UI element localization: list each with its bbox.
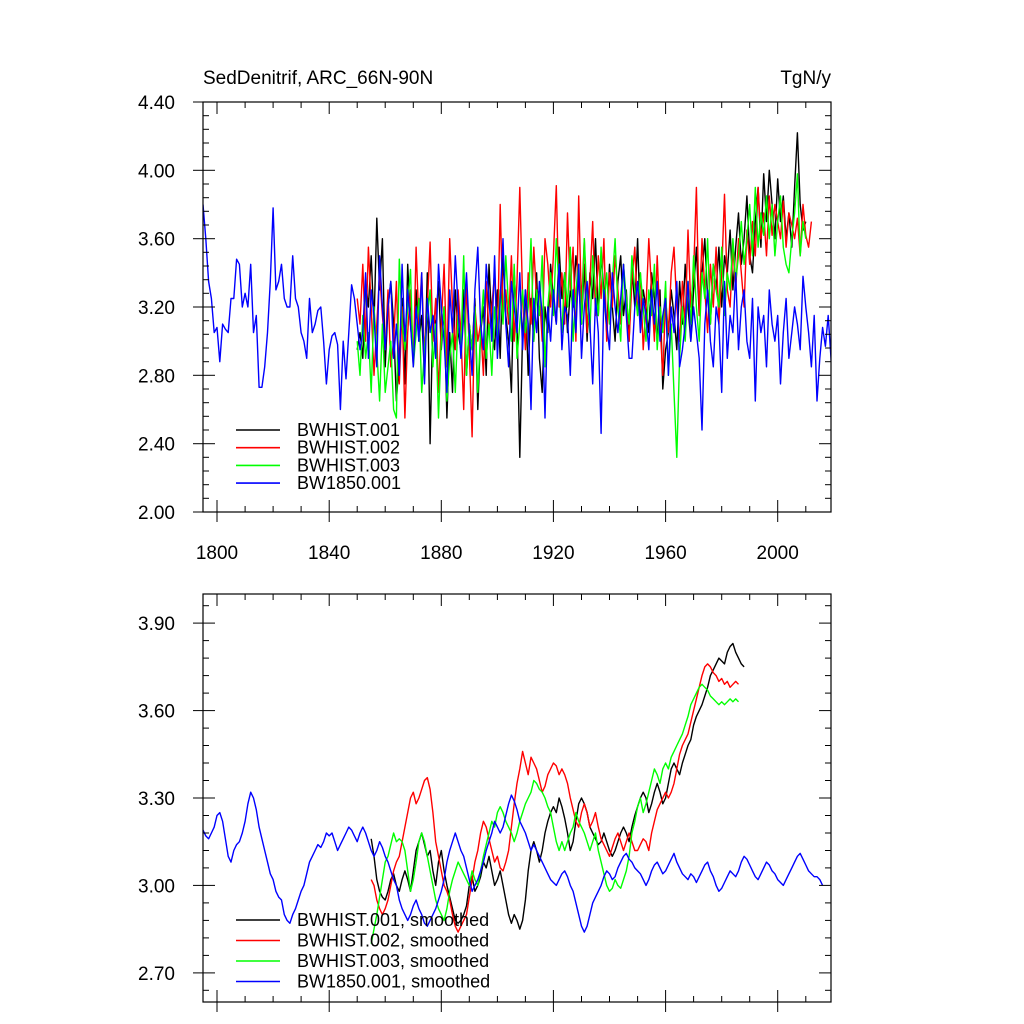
top-ticks-group: 1800 1840 1880 1920 1960 2000 2.00 2.40 2.80 3.20… <box>138 93 831 564</box>
bottom-series-0-line <box>370 642 745 930</box>
top-xtick-label: 1920 <box>532 543 574 564</box>
top-xtick-label: 1800 <box>196 543 238 564</box>
bottom-legend-label: BWHIST.001, smoothed <box>297 910 489 930</box>
top-ytick-label: 3.20 <box>138 298 175 319</box>
top-ytick-label: 4.40 <box>138 93 175 114</box>
bottom-ytick-label: 3.30 <box>138 789 175 810</box>
top-xtick-label: 1840 <box>308 543 350 564</box>
bottom-series-group <box>203 642 824 944</box>
top-series-2-line <box>356 173 807 458</box>
top-series-group <box>203 132 831 458</box>
top-ytick-label: 2.40 <box>138 435 175 456</box>
bottom-ytick-label: 3.90 <box>138 614 175 635</box>
top-xtick-label: 1960 <box>644 543 686 564</box>
top-plot-frame <box>202 101 832 513</box>
top-panel-units: TgN/y <box>780 68 831 89</box>
bottom-series-1-line <box>370 663 740 933</box>
bottom-ytick-label: 3.60 <box>138 702 175 723</box>
top-legend-label: BWHIST.001 <box>297 420 400 440</box>
bottom-series-2-line <box>370 683 740 944</box>
top-panel-title: SedDenitrif, ARC_66N-90N <box>203 68 433 89</box>
bottom-legend-label: BWHIST.003, smoothed <box>297 951 489 971</box>
bottom-ytick-label: 3.00 <box>138 876 175 897</box>
top-legend-label: BW1850.001 <box>297 473 401 493</box>
bottom-plot-frame <box>202 593 832 1003</box>
top-ytick-label: 4.00 <box>138 161 175 182</box>
top-legend-label: BWHIST.002 <box>297 438 400 458</box>
top-panel: SedDenitrif, ARC_66N-90N TgN/y 1800 1840 1… <box>138 68 832 564</box>
bottom-panel: 2.70 3.00 3.30 3.60 3.90 BWHIST.001, smoothe… <box>138 593 832 1012</box>
bottom-legend-label: BW1850.001, smoothed <box>297 972 490 992</box>
top-ytick-label: 2.80 <box>138 366 175 387</box>
top-ytick-label: 2.00 <box>138 503 175 524</box>
bottom-ytick-label: 2.70 <box>138 964 175 985</box>
top-ytick-label: 3.60 <box>138 230 175 251</box>
top-legend-label: BWHIST.003 <box>297 455 400 475</box>
bottom-ticks-group: 2.70 3.00 3.30 3.60 3.90 <box>138 594 831 1012</box>
top-xtick-label: 1880 <box>420 543 462 564</box>
bottom-series-3-line <box>203 791 824 933</box>
top-xtick-label: 2000 <box>757 543 799 564</box>
top-series-3-line <box>203 204 831 435</box>
bottom-legend-label: BWHIST.002, smoothed <box>297 931 489 951</box>
